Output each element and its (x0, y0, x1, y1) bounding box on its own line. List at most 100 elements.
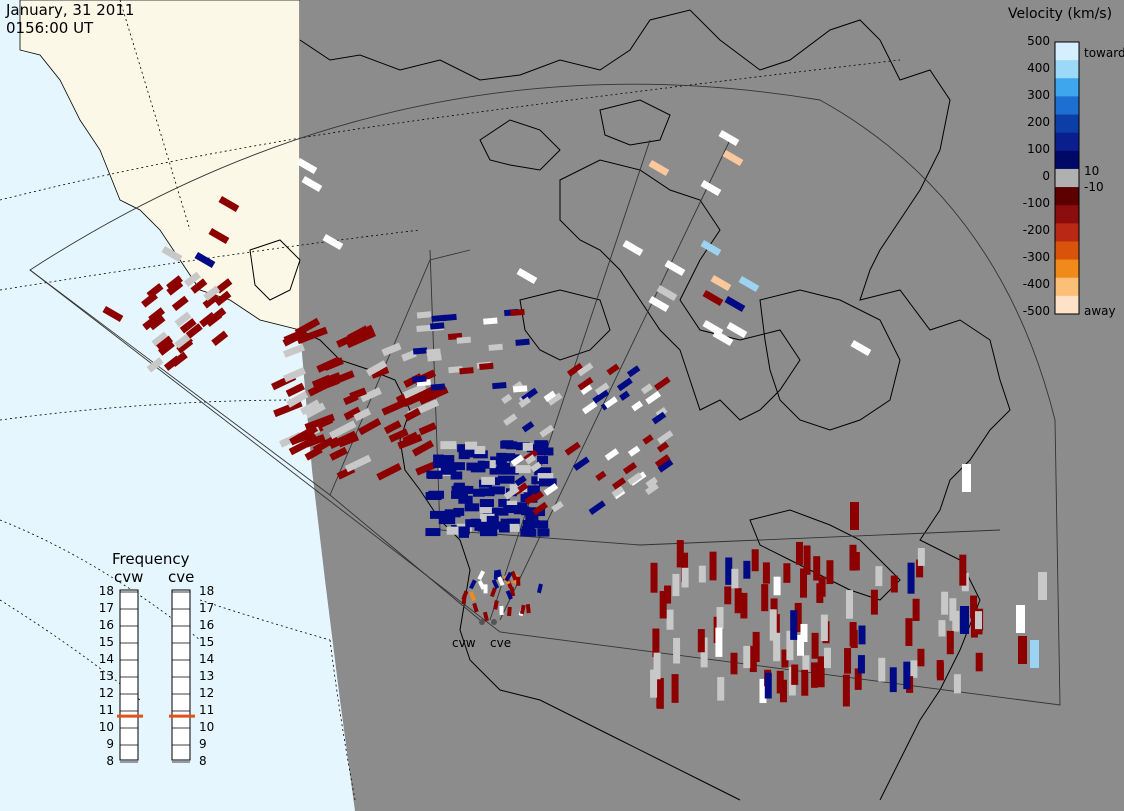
scatter-cell (431, 314, 446, 322)
time-label: 0156:00 UT (6, 19, 94, 37)
scatter-cell (800, 568, 808, 598)
scatter-cell (850, 629, 858, 648)
scatter-cell (858, 625, 866, 645)
scatter-cell (525, 514, 539, 523)
scatter-cell (484, 460, 496, 469)
scatter-cell (473, 450, 488, 459)
scatter-cell (581, 400, 598, 415)
scatter-cell (381, 342, 402, 357)
scatter-cell (653, 376, 671, 391)
scatter-cell (498, 524, 510, 533)
scatter-cell (515, 465, 531, 474)
scatter-cell (526, 444, 543, 453)
scatter-cell (479, 488, 495, 497)
scatter-cell (442, 313, 457, 322)
colorbar-swatch (1055, 205, 1079, 224)
freq-tick-label-right: 10 (199, 720, 215, 734)
scatter-cell (290, 430, 316, 446)
colorbar-tick-label: 300 (1027, 88, 1050, 102)
scatter-cell (722, 150, 744, 167)
freq-tick-label-right: 9 (199, 737, 207, 751)
scatter-cell (1016, 605, 1025, 633)
scatter-cell (486, 515, 499, 524)
scatter-cell (566, 362, 584, 377)
scatter-cell (464, 449, 480, 458)
scatter-cell (440, 441, 457, 450)
scatter-cell (416, 324, 431, 333)
scatter-cell (427, 354, 442, 362)
scatter-cell (652, 628, 660, 658)
scatter-cell (724, 296, 746, 313)
scatter-cell (1030, 640, 1039, 668)
freq-tick-label-left: 17 (98, 601, 114, 615)
frequency-panel (117, 589, 195, 763)
scatter-cell (936, 659, 944, 678)
scatter-cell (304, 434, 326, 448)
scatter-cell (783, 563, 791, 583)
scatter-cell (458, 451, 470, 460)
scatter-cell (726, 321, 748, 339)
scatter-cell (505, 590, 513, 600)
scatter-cell (970, 595, 978, 619)
scatter-cell (283, 367, 307, 383)
scatter-cell (451, 462, 465, 471)
radar-label-cvw: cvw (452, 636, 476, 650)
scatter-cell (316, 356, 341, 373)
colorbar-swatch (1055, 78, 1079, 97)
scatter-cell (648, 296, 670, 313)
scatter-cell (429, 510, 448, 519)
scatter-cell (479, 499, 494, 508)
scatter-cell (491, 579, 500, 589)
scatter-cell (472, 602, 479, 613)
colorbar-tick-label: -200 (1022, 223, 1050, 237)
scatter-cell (949, 598, 957, 621)
scatter-cell (889, 667, 897, 693)
scatter-cell (779, 679, 787, 703)
scatter-cell (700, 240, 722, 257)
scatter-cell (166, 275, 183, 291)
scatter-cell (438, 516, 456, 525)
scatter-cell (960, 606, 969, 634)
scatter-cell (464, 503, 480, 512)
scatter-cell (603, 396, 618, 409)
scatter-cell (673, 637, 681, 664)
scatter-cell (418, 422, 437, 436)
freq-tick-label-left: 14 (98, 652, 114, 666)
scatter-cell (404, 407, 422, 422)
scatter-cell (532, 501, 549, 516)
scatter-cell (725, 557, 733, 585)
freq-radar-cve: cve (168, 568, 195, 586)
scatter-cell (296, 158, 318, 175)
scatter-cell (547, 392, 563, 406)
freq-tick-label-left: 9 (106, 737, 114, 751)
scatter-cell (854, 668, 862, 690)
scatter-cell (953, 674, 961, 694)
scatter-cell (513, 506, 530, 515)
coastlines (249, 9, 1011, 801)
scatter-cell (461, 590, 469, 601)
scatter-cell (681, 552, 689, 583)
colorbar-swatch (1055, 114, 1079, 134)
scatter-cell (516, 268, 538, 285)
scatter-cell (518, 396, 531, 408)
colorbar-toward-label: toward (1084, 46, 1124, 60)
scatter-cell (616, 377, 633, 392)
scatter-cell (426, 348, 441, 356)
scatter-cell (491, 507, 509, 516)
scatter-cell (381, 399, 406, 416)
scatter-cells (102, 130, 1047, 709)
scatter-cell (148, 314, 166, 331)
scatter-cell (522, 442, 533, 451)
scatter-cell (857, 655, 865, 674)
scatter-cell (171, 295, 189, 312)
scatter-cell (477, 570, 485, 581)
scatter-cell (656, 679, 664, 709)
scatter-cell (501, 440, 514, 449)
scatter-cell (572, 456, 590, 471)
scatter-cell (826, 560, 834, 585)
freq-tick-label-right: 15 (199, 635, 215, 649)
scatter-cell (433, 459, 445, 468)
scatter-cell (712, 330, 734, 347)
scatter-cell (322, 234, 344, 251)
scatter-cell (357, 418, 382, 436)
